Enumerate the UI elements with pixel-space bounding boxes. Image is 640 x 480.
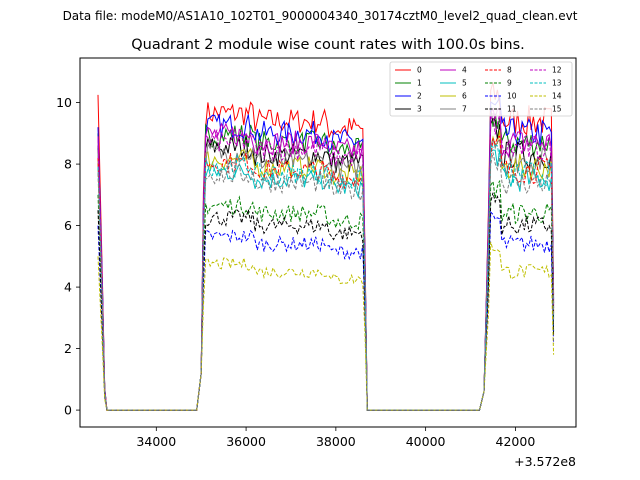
legend-frame [389, 61, 573, 117]
legend-label-0: 0 [417, 66, 422, 75]
series-line-14 [97, 241, 555, 411]
y-tick-label: 2 [64, 341, 72, 356]
legend-label-4: 4 [462, 66, 467, 75]
y-tick-label: 0 [64, 403, 72, 418]
x-axis-offset-label: +3.572e8 [514, 454, 576, 469]
legend-label-6: 6 [462, 92, 467, 101]
legend-label-15: 15 [552, 105, 562, 114]
series-line-7 [97, 138, 555, 411]
legend-label-12: 12 [552, 66, 562, 75]
legend-label-5: 5 [462, 79, 467, 88]
y-tick-label: 4 [64, 280, 72, 295]
series-line-8 [97, 135, 555, 411]
series-line-13 [97, 144, 555, 411]
legend-label-14: 14 [552, 92, 562, 101]
y-tick-label: 10 [56, 95, 72, 110]
y-axis: 0 2 4 6 8 10 [56, 95, 80, 418]
chart-title: Quadrant 2 module wise count rates with … [131, 37, 525, 53]
series-layer [97, 82, 555, 411]
series-line-10 [97, 210, 555, 411]
x-tick-label: 40000 [406, 434, 446, 449]
legend-label-7: 7 [462, 105, 467, 114]
series-line-12 [97, 113, 555, 411]
y-tick-label: 8 [64, 157, 72, 172]
y-tick-label: 6 [64, 218, 72, 233]
legend-label-8: 8 [507, 66, 512, 75]
legend-label-10: 10 [507, 92, 517, 101]
legend-label-3: 3 [417, 105, 422, 114]
series-line-9 [97, 180, 555, 411]
x-axis: 34000 36000 38000 40000 42000 [136, 427, 535, 449]
x-tick-label: 42000 [496, 434, 536, 449]
series-line-15 [97, 152, 555, 411]
legend-label-2: 2 [417, 92, 422, 101]
series-line-2 [97, 95, 555, 411]
series-line-4 [97, 107, 555, 411]
x-tick-label: 34000 [136, 434, 176, 449]
legend-label-9: 9 [507, 79, 512, 88]
chart-suptitle: Data file: modeM0/AS1A10_102T01_90000043… [63, 9, 578, 23]
x-tick-label: 36000 [226, 434, 266, 449]
x-tick-label: 38000 [316, 434, 356, 449]
plot-frame [79, 57, 577, 428]
legend-label-11: 11 [507, 105, 517, 114]
legend-label-1: 1 [417, 79, 422, 88]
series-line-11 [97, 192, 555, 411]
legend-label-13: 13 [552, 79, 562, 88]
